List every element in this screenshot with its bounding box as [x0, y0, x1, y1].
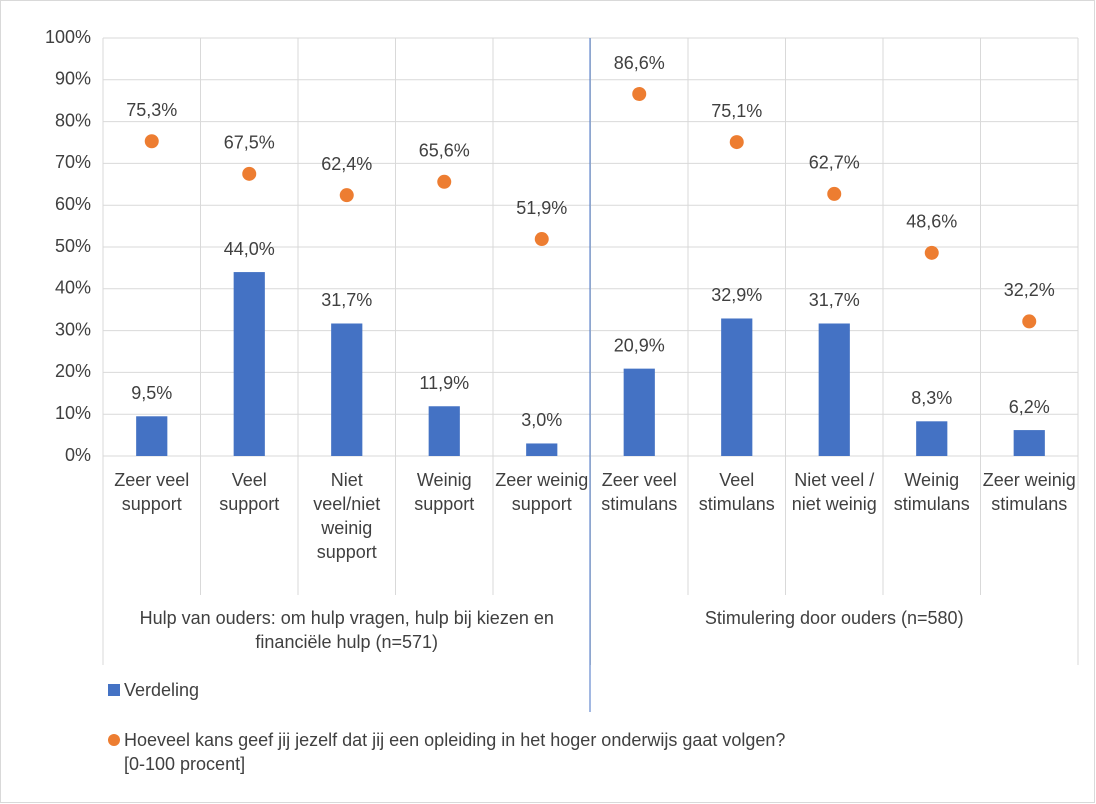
dot	[437, 174, 452, 189]
bar	[526, 443, 558, 456]
data-label: 32,2%	[1004, 280, 1055, 300]
y-tick-label: 40%	[55, 278, 91, 298]
x-tick-label: Zeer veel support	[114, 470, 190, 514]
x-tick-label: Veel support	[219, 470, 280, 514]
legend-label: Verdeling	[124, 680, 200, 700]
data-label: 75,1%	[711, 101, 762, 121]
data-label: 3,0%	[521, 410, 562, 430]
bar	[233, 272, 265, 456]
legend-swatch	[108, 734, 120, 746]
y-tick-label: 70%	[55, 152, 91, 172]
legend-label: Hoeveel kans geef jij jezelf dat jij een…	[124, 730, 786, 774]
y-tick-label: 90%	[55, 69, 91, 89]
bar	[1013, 430, 1045, 456]
x-tick-label: Niet veel/niet weinig support	[313, 470, 381, 562]
dot	[144, 134, 159, 149]
x-tick-label: Weinig support	[414, 470, 475, 514]
x-tick-label: Weinig stimulans	[893, 470, 970, 514]
y-tick-label: 0%	[65, 445, 91, 465]
data-label: 65,6%	[419, 141, 470, 161]
bar	[428, 406, 460, 456]
y-tick-label: 10%	[55, 403, 91, 423]
dot	[339, 188, 354, 203]
dot	[242, 166, 257, 181]
data-label: 44,0%	[224, 239, 275, 259]
data-label: 32,9%	[711, 285, 762, 305]
y-tick-label: 80%	[55, 110, 91, 130]
y-tick-label: 20%	[55, 361, 91, 381]
x-tick-label: Zeer weinig stimulans	[982, 470, 1076, 514]
data-label: 86,6%	[614, 53, 665, 73]
bar	[916, 421, 948, 456]
bar	[818, 323, 850, 456]
x-tick-label: Zeer veel stimulans	[601, 470, 678, 514]
bar	[331, 323, 363, 456]
group-label: Stimulering door ouders (n=580)	[704, 608, 964, 628]
data-label: 51,9%	[516, 198, 567, 218]
dot	[534, 232, 549, 247]
data-label: 48,6%	[906, 212, 957, 232]
data-label: 8,3%	[911, 388, 952, 408]
data-label: 9,5%	[131, 383, 172, 403]
bar	[623, 368, 655, 456]
data-label: 62,7%	[809, 153, 860, 173]
data-label: 20,9%	[614, 335, 665, 355]
data-label: 67,5%	[224, 133, 275, 153]
y-tick-label: 30%	[55, 319, 91, 339]
x-tick-label: Zeer weinig support	[495, 470, 589, 514]
data-label: 75,3%	[126, 100, 177, 120]
dot	[632, 87, 647, 102]
y-tick-label: 100%	[45, 27, 91, 47]
data-label: 31,7%	[321, 290, 372, 310]
data-label: 6,2%	[1009, 397, 1050, 417]
data-label: 11,9%	[419, 373, 469, 393]
y-tick-label: 50%	[55, 236, 91, 256]
dot	[1022, 314, 1037, 329]
bar	[721, 318, 753, 456]
group-label: Hulp van ouders: om hulp vragen, hulp bi…	[139, 608, 554, 652]
dot	[924, 245, 939, 260]
bar	[136, 416, 168, 456]
legend-swatch	[108, 684, 120, 696]
data-label: 31,7%	[809, 290, 860, 310]
dot	[827, 186, 842, 201]
data-label: 62,4%	[321, 154, 372, 174]
x-tick-label: Veel stimulans	[698, 470, 775, 514]
y-tick-label: 60%	[55, 194, 91, 214]
x-tick-label: Niet veel / niet weinig	[791, 470, 877, 514]
dot	[729, 135, 744, 150]
